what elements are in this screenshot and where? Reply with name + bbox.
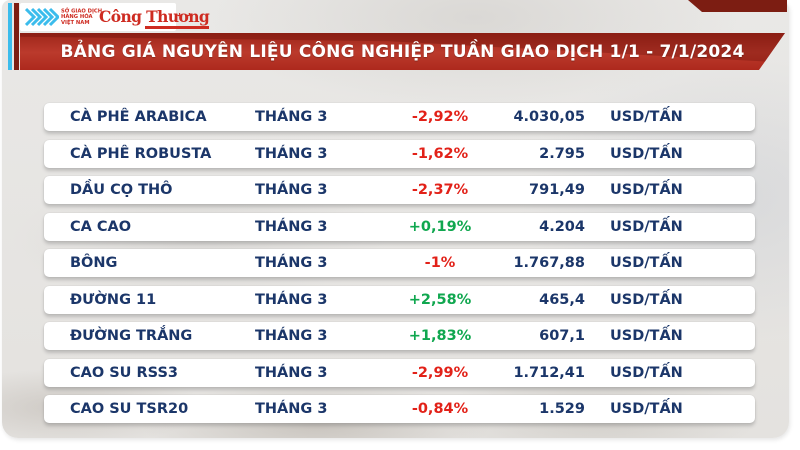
- commodity-name: ĐƯỜNG TRẮNG: [70, 328, 193, 344]
- cong-thuong-logo: Công Thương: [99, 7, 210, 29]
- commodity-name: CAO SU TSR20: [70, 401, 189, 417]
- price-unit: USD/TẤN: [610, 364, 683, 381]
- price-unit: USD/TẤN: [610, 401, 683, 417]
- table-row: CÀ PHÊ ROBUSTA THÁNG 3 -1,62% 2.795 USD/…: [44, 139, 755, 168]
- percent-change: +2,58%: [408, 291, 472, 308]
- left-accent-bar-maroon: [14, 3, 19, 70]
- price-unit: USD/TẤN: [610, 109, 683, 125]
- exchange-name-line3: VIỆT NAM: [61, 19, 90, 26]
- commodity-name: CA CAO: [70, 218, 132, 235]
- price-value: 465,4: [539, 291, 585, 308]
- exchange-name-line1: SỞ GIAO DỊCH: [61, 8, 103, 15]
- cong-thuong-logo-text: Công Thương: [99, 7, 210, 27]
- contract-month: THÁNG 3: [255, 109, 328, 125]
- percent-change: -2,37%: [411, 182, 469, 198]
- price-value: 791,49: [529, 182, 585, 198]
- price-table: CÀ PHÊ ARABICA THÁNG 3 -2,92% 4.030,05 U…: [44, 103, 755, 432]
- contract-month: THÁNG 3: [255, 291, 328, 308]
- price-unit: USD/TẤN: [610, 291, 683, 308]
- price-value: 607,1: [539, 328, 585, 344]
- contract-month: THÁNG 3: [255, 364, 328, 381]
- cong-thuong-underline: [145, 25, 210, 29]
- percent-change: -2,99%: [411, 364, 469, 381]
- commodity-name: CÀ PHÊ ARABICA: [70, 109, 207, 125]
- price-unit: USD/TẤN: [610, 182, 683, 198]
- exchange-name-line2: HÀNG HÓA: [61, 14, 93, 20]
- percent-change: +0,19%: [408, 218, 472, 235]
- contract-month: THÁNG 3: [255, 218, 328, 235]
- price-unit: USD/TẤN: [610, 328, 683, 344]
- contract-month: THÁNG 3: [255, 255, 328, 271]
- mxv-chevrons-icon: [25, 7, 59, 27]
- top-right-ribbon: [688, 0, 787, 12]
- contract-month: THÁNG 3: [255, 328, 328, 344]
- table-row: CAO SU TSR20 THÁNG 3 -0,84% 1.529 USD/TẤ…: [44, 395, 755, 423]
- commodity-name: BÔNG: [70, 255, 118, 271]
- commodity-name: CÀ PHÊ ROBUSTA: [70, 145, 212, 162]
- commodity-name: DẦU CỌ THÔ: [70, 182, 173, 198]
- price-value: 4.204: [539, 218, 585, 235]
- commodity-name: CAO SU RSS3: [70, 364, 178, 381]
- left-accent-bar-cyan: [8, 3, 12, 70]
- exchange-name: SỞ GIAO DỊCH HÀNG HÓA VIỆT NAM: [61, 8, 103, 26]
- contract-month: THÁNG 3: [255, 182, 328, 198]
- table-row: CAO SU RSS3 THÁNG 3 -2,99% 1.712,41 USD/…: [44, 358, 755, 387]
- price-unit: USD/TẤN: [610, 145, 683, 162]
- percent-change: -1,62%: [411, 145, 469, 162]
- table-row: ĐƯỜNG TRẮNG THÁNG 3 +1,83% 607,1 USD/TẤN: [44, 322, 755, 350]
- commodity-name: ĐƯỜNG 11: [70, 291, 157, 308]
- price-value: 1.767,88: [513, 255, 585, 271]
- contract-month: THÁNG 3: [255, 401, 328, 417]
- percent-change: -1%: [424, 255, 456, 271]
- table-row: BÔNG THÁNG 3 -1% 1.767,88 USD/TẤN: [44, 249, 755, 277]
- percent-change: -0,84%: [411, 401, 469, 417]
- price-value: 2.795: [539, 145, 585, 162]
- percent-change: +1,83%: [408, 328, 472, 344]
- price-unit: USD/TẤN: [610, 218, 683, 235]
- table-row: CA CAO THÁNG 3 +0,19% 4.204 USD/TẤN: [44, 212, 755, 241]
- page-title: BẢNG GIÁ NGUYÊN LIỆU CÔNG NGHIỆP TUẦN GI…: [60, 41, 745, 62]
- table-row: ĐƯỜNG 11 THÁNG 3 +2,58% 465,4 USD/TẤN: [44, 285, 755, 314]
- price-unit: USD/TẤN: [610, 255, 683, 271]
- price-value: 1.529: [539, 401, 585, 417]
- title-banner: BẢNG GIÁ NGUYÊN LIỆU CÔNG NGHIỆP TUẦN GI…: [20, 33, 785, 70]
- table-row: CÀ PHÊ ARABICA THÁNG 3 -2,92% 4.030,05 U…: [44, 103, 755, 131]
- table-row: DẦU CỌ THÔ THÁNG 3 -2,37% 791,49 USD/TẤN: [44, 176, 755, 204]
- logo-box: SỞ GIAO DỊCH HÀNG HÓA VIỆT NAM Công Thươ…: [20, 3, 210, 31]
- contract-month: THÁNG 3: [255, 145, 328, 162]
- price-value: 1.712,41: [513, 364, 585, 381]
- percent-change: -2,92%: [411, 109, 469, 125]
- price-value: 4.030,05: [513, 109, 585, 125]
